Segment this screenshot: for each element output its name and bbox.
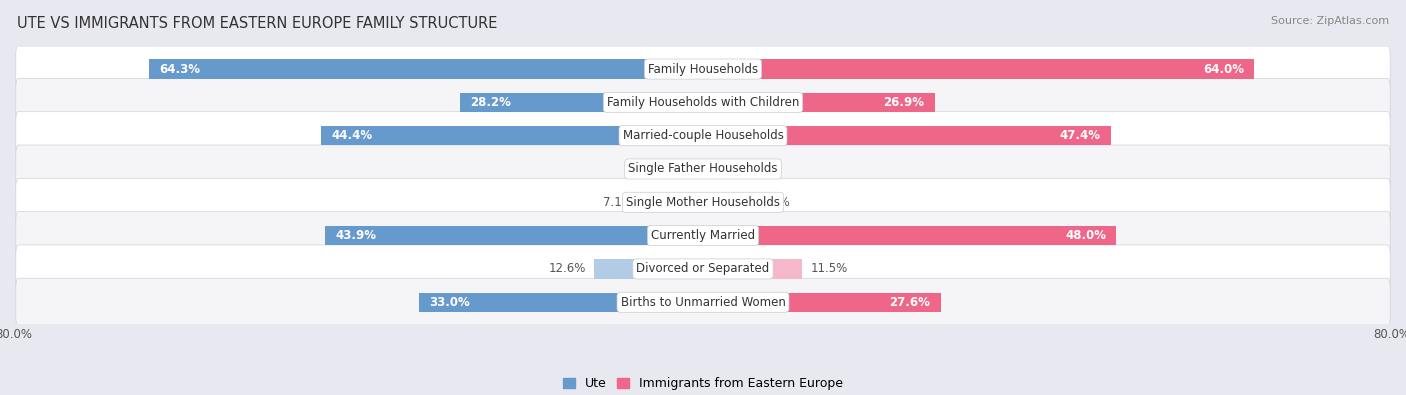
Text: 64.0%: 64.0% <box>1202 62 1244 75</box>
Bar <box>703 226 1116 245</box>
Text: 33.0%: 33.0% <box>429 296 470 309</box>
Text: Divorced or Separated: Divorced or Separated <box>637 262 769 275</box>
Text: UTE VS IMMIGRANTS FROM EASTERN EUROPE FAMILY STRUCTURE: UTE VS IMMIGRANTS FROM EASTERN EUROPE FA… <box>17 16 498 31</box>
Text: 2.0%: 2.0% <box>728 162 759 175</box>
Bar <box>703 193 751 212</box>
Legend: Ute, Immigrants from Eastern Europe: Ute, Immigrants from Eastern Europe <box>558 372 848 395</box>
Text: Family Households with Children: Family Households with Children <box>607 96 799 109</box>
Text: Single Mother Households: Single Mother Households <box>626 196 780 209</box>
FancyBboxPatch shape <box>15 212 1391 260</box>
Bar <box>703 293 941 312</box>
Text: Married-couple Households: Married-couple Households <box>623 129 783 142</box>
Bar <box>325 226 703 245</box>
Bar <box>703 259 801 278</box>
Text: 12.6%: 12.6% <box>548 262 586 275</box>
Bar <box>149 59 703 79</box>
Text: 28.2%: 28.2% <box>471 96 512 109</box>
Text: 48.0%: 48.0% <box>1064 229 1107 242</box>
Text: 27.6%: 27.6% <box>890 296 931 309</box>
Text: 26.9%: 26.9% <box>883 96 924 109</box>
Text: 64.3%: 64.3% <box>160 62 201 75</box>
Text: 47.4%: 47.4% <box>1060 129 1101 142</box>
Text: 3.0%: 3.0% <box>638 162 669 175</box>
Text: 5.6%: 5.6% <box>759 196 790 209</box>
Bar <box>321 126 703 145</box>
Bar <box>595 259 703 278</box>
Bar <box>703 126 1111 145</box>
Bar <box>460 93 703 112</box>
FancyBboxPatch shape <box>15 78 1391 126</box>
Text: Source: ZipAtlas.com: Source: ZipAtlas.com <box>1271 16 1389 26</box>
Bar <box>703 59 1254 79</box>
Text: Single Father Households: Single Father Households <box>628 162 778 175</box>
Bar <box>643 193 703 212</box>
FancyBboxPatch shape <box>15 278 1391 326</box>
Bar <box>678 159 703 179</box>
FancyBboxPatch shape <box>15 112 1391 160</box>
Text: Family Households: Family Households <box>648 62 758 75</box>
Text: 44.4%: 44.4% <box>330 129 373 142</box>
FancyBboxPatch shape <box>15 245 1391 293</box>
Bar <box>703 159 720 179</box>
Text: Births to Unmarried Women: Births to Unmarried Women <box>620 296 786 309</box>
Bar <box>703 93 935 112</box>
FancyBboxPatch shape <box>15 45 1391 93</box>
FancyBboxPatch shape <box>15 145 1391 193</box>
Text: 43.9%: 43.9% <box>335 229 377 242</box>
FancyBboxPatch shape <box>15 178 1391 226</box>
Text: Currently Married: Currently Married <box>651 229 755 242</box>
Bar <box>419 293 703 312</box>
Text: 7.1%: 7.1% <box>603 196 633 209</box>
Text: 11.5%: 11.5% <box>811 262 848 275</box>
